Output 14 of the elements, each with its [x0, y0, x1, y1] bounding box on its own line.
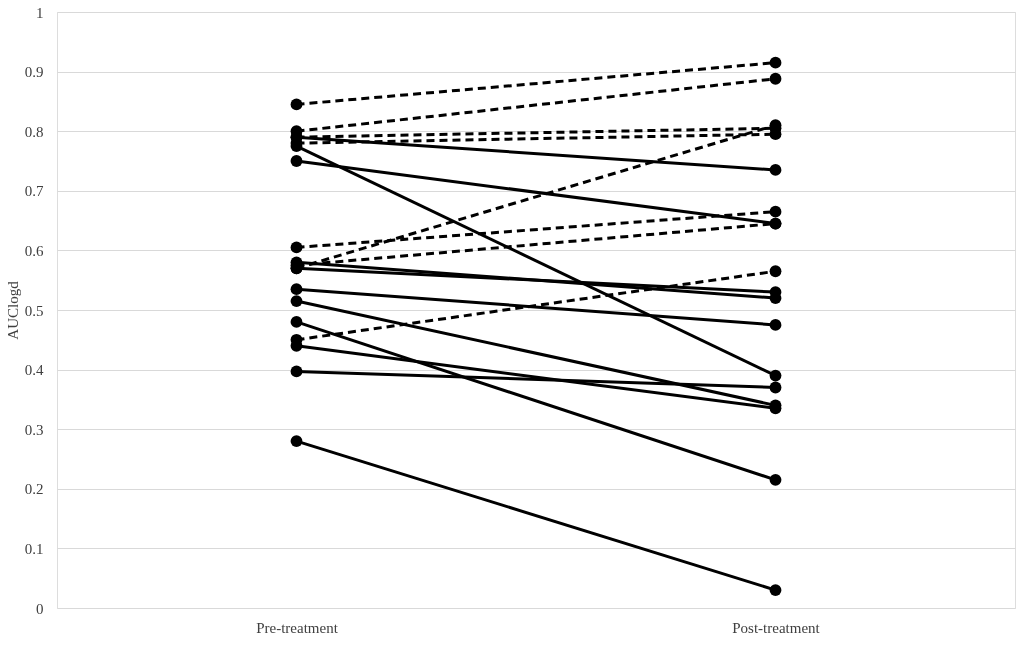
- x-tick-label: Post-treatment: [732, 619, 821, 636]
- y-tick-label: 0.4: [24, 362, 44, 379]
- y-tick-label: 0.3: [24, 421, 44, 438]
- x-tick-label: Pre-treatment: [256, 619, 339, 636]
- y-tick-label: 0.2: [24, 481, 44, 498]
- y-tick-label: 0.9: [24, 64, 44, 81]
- y-tick-label: 0.8: [24, 123, 44, 140]
- y-axis-title: AUClogd: [4, 280, 21, 340]
- y-tick-label: 0.5: [24, 302, 44, 319]
- y-tick-label: 0.6: [24, 242, 44, 259]
- y-tick-label: 0.7: [24, 183, 44, 200]
- y-tick-label: 1: [36, 4, 44, 21]
- y-tick-label: 0.1: [24, 540, 44, 557]
- y-tick-label: 0: [36, 600, 44, 617]
